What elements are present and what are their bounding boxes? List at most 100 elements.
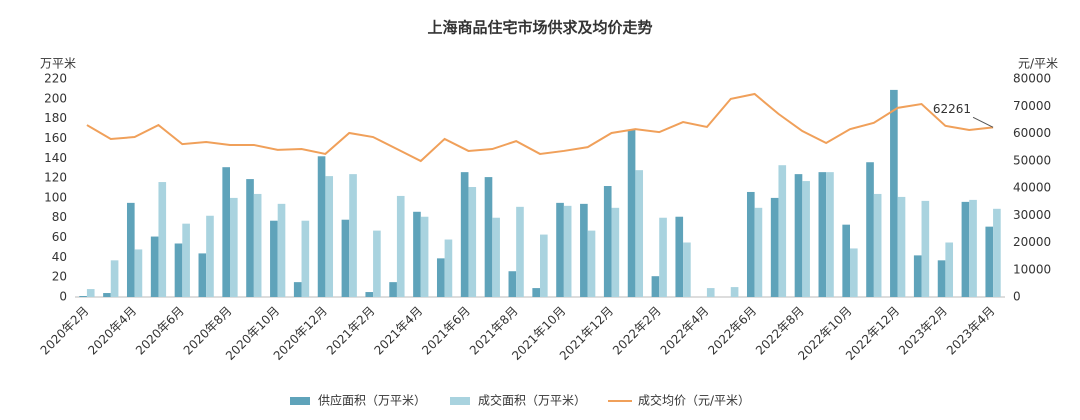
y2-axis-title: 元/平米 bbox=[1018, 57, 1058, 71]
bar bbox=[754, 207, 763, 297]
bar bbox=[842, 224, 850, 297]
bar bbox=[945, 242, 954, 297]
x-tick-label: 2020年2月 bbox=[38, 304, 92, 358]
y2-tick-label: 50000 bbox=[1013, 153, 1051, 167]
bar bbox=[659, 217, 667, 297]
bar bbox=[134, 249, 143, 297]
bar bbox=[110, 260, 119, 297]
bar bbox=[198, 253, 207, 297]
bar bbox=[532, 288, 540, 297]
bar bbox=[651, 276, 660, 297]
x-tick-label: 2020年4月 bbox=[85, 304, 139, 358]
y2-tick-label: 0 bbox=[1013, 290, 1021, 304]
bar bbox=[277, 203, 286, 297]
bar bbox=[373, 230, 381, 297]
bar bbox=[635, 170, 644, 297]
bar bbox=[253, 193, 262, 297]
bar bbox=[468, 187, 477, 297]
y-tick-label: 220 bbox=[44, 72, 67, 86]
y-tick-label: 120 bbox=[44, 171, 67, 185]
x-tick-label: 2021年6月 bbox=[419, 304, 473, 358]
bar bbox=[675, 216, 684, 297]
bar bbox=[603, 186, 612, 297]
bar bbox=[866, 162, 874, 297]
bar bbox=[508, 271, 517, 297]
y2-tick-label: 10000 bbox=[1013, 262, 1051, 276]
bar bbox=[158, 182, 167, 297]
bar bbox=[293, 282, 302, 297]
bar bbox=[818, 172, 827, 297]
bar bbox=[969, 199, 977, 297]
bar bbox=[182, 223, 190, 297]
bar bbox=[627, 129, 636, 297]
y-tick-label: 0 bbox=[59, 290, 67, 304]
x-tick-label: 2020年6月 bbox=[133, 304, 187, 358]
legend-label: 供应面积（万平米） bbox=[318, 393, 426, 408]
bar bbox=[317, 156, 326, 297]
bar bbox=[921, 200, 930, 297]
x-tick-label: 2021年2月 bbox=[324, 304, 378, 358]
bar bbox=[873, 193, 882, 297]
bar bbox=[516, 206, 524, 297]
y-tick-label: 20 bbox=[52, 270, 67, 284]
bar bbox=[79, 296, 87, 297]
bar bbox=[794, 174, 803, 297]
bar bbox=[826, 172, 834, 297]
line bbox=[86, 92, 994, 163]
bar bbox=[174, 243, 183, 297]
bar bbox=[420, 216, 429, 297]
y2-tick-label: 70000 bbox=[1013, 99, 1051, 113]
bar bbox=[897, 196, 906, 297]
bar bbox=[389, 282, 397, 297]
y-tick-label: 40 bbox=[52, 250, 67, 264]
y-tick-label: 160 bbox=[44, 131, 67, 145]
bar bbox=[746, 191, 755, 297]
bar bbox=[325, 176, 334, 297]
y-tick-label: 200 bbox=[44, 91, 67, 105]
bar bbox=[730, 287, 739, 297]
bar bbox=[587, 230, 596, 297]
y2-tick-label: 20000 bbox=[1013, 235, 1051, 249]
bar bbox=[611, 207, 620, 297]
bar bbox=[103, 293, 111, 297]
y2-tick-label: 40000 bbox=[1013, 181, 1051, 195]
x-tick-label: 2022年4月 bbox=[658, 304, 712, 358]
bar bbox=[913, 255, 922, 297]
x-tick-label: 2023年2月 bbox=[896, 304, 950, 358]
bar bbox=[444, 239, 453, 297]
y2-tick-label: 80000 bbox=[1013, 72, 1051, 86]
bar bbox=[460, 172, 469, 297]
bar bbox=[150, 236, 159, 297]
bar bbox=[706, 288, 715, 297]
bar bbox=[683, 242, 691, 297]
legend-swatch bbox=[450, 397, 470, 405]
bar bbox=[413, 211, 421, 297]
x-tick-label: 2023年4月 bbox=[944, 304, 998, 358]
bar bbox=[301, 220, 310, 297]
bar bbox=[993, 208, 1001, 297]
bar bbox=[349, 174, 357, 297]
bar bbox=[206, 215, 214, 297]
y2-tick-label: 60000 bbox=[1013, 126, 1051, 140]
bar bbox=[580, 203, 588, 297]
bar bbox=[890, 89, 898, 298]
y-tick-label: 180 bbox=[44, 111, 67, 125]
bar bbox=[556, 202, 564, 297]
x-tick-label: 2021年4月 bbox=[371, 304, 425, 358]
legend-label: 成交均价（元/平米） bbox=[638, 393, 750, 408]
x-tick-label: 2022年2月 bbox=[610, 304, 664, 358]
bar bbox=[86, 289, 95, 297]
bar bbox=[770, 197, 779, 297]
x-tick-label: 2022年6月 bbox=[705, 304, 759, 358]
bar bbox=[961, 201, 970, 297]
data-label: 62261 bbox=[933, 102, 971, 116]
chart-title: 上海商品住宅市场供求及均价走势 bbox=[427, 19, 652, 37]
bar bbox=[230, 197, 238, 297]
bar bbox=[341, 219, 350, 297]
bar bbox=[365, 292, 374, 297]
bar bbox=[484, 177, 493, 297]
bar bbox=[246, 179, 254, 297]
bar bbox=[396, 195, 405, 297]
legend-label: 成交面积（万平米） bbox=[478, 393, 586, 408]
bar bbox=[270, 220, 278, 297]
